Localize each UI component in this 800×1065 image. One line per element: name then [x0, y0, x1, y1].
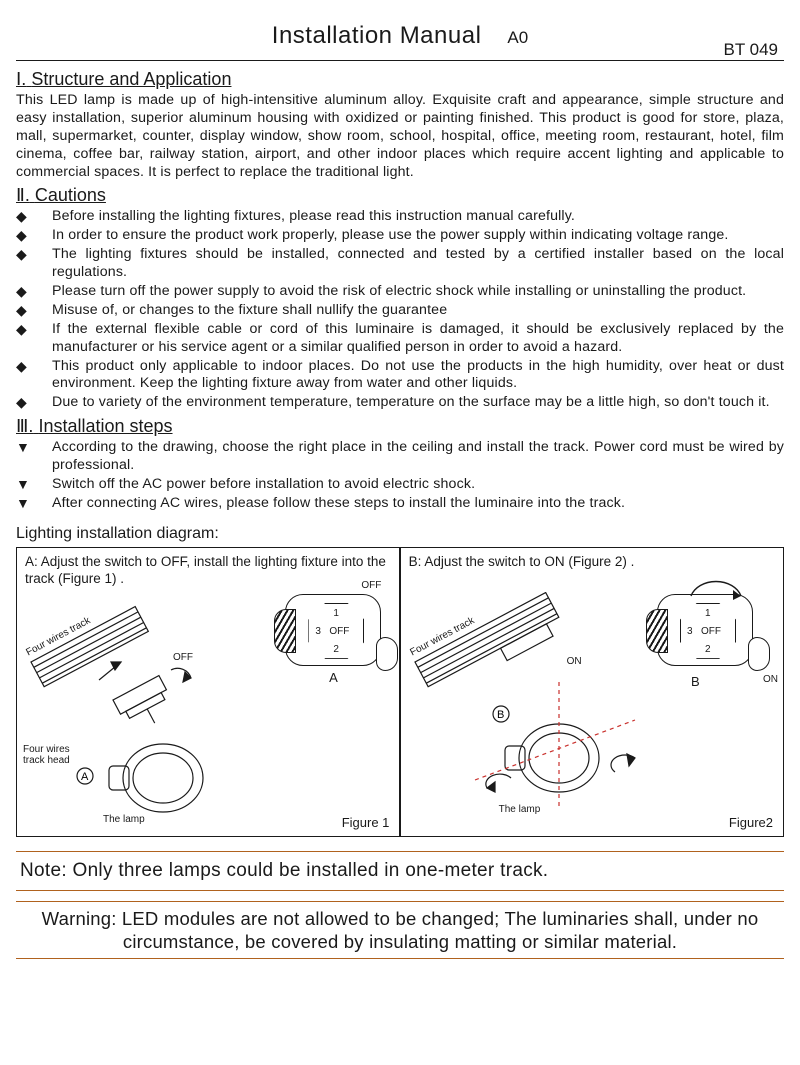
- item-text: This product only applicable to indoor p…: [52, 358, 784, 394]
- lamp-sketch-b: B: [405, 592, 675, 822]
- list-item: ▼After connecting AC wires, please follo…: [16, 495, 784, 513]
- note-box: Note: Only three lamps could be installe…: [16, 851, 784, 891]
- switch-lobe-right: [748, 637, 770, 671]
- circ-b-letter: B: [497, 709, 504, 721]
- list-item: ◆If the external flexible cable or cord …: [16, 321, 784, 357]
- dial-pos-off: OFF: [701, 626, 721, 637]
- diagram-heading: Lighting installation diagram:: [16, 525, 784, 543]
- switch-dial: 1 3 OFF 2: [680, 603, 736, 659]
- list-item: ◆Misuse of, or changes to the fixture sh…: [16, 302, 784, 320]
- dial-pos-1: 1: [705, 608, 711, 619]
- diamond-icon: ◆: [16, 302, 52, 320]
- section3-title: Ⅲ. Installation steps: [16, 416, 784, 437]
- dial-pos-3: 3: [315, 626, 321, 637]
- lamp-label-a: The lamp: [103, 814, 145, 825]
- triangle-down-icon: ▼: [16, 439, 52, 475]
- section1-title: Ⅰ. Structure and Application: [16, 69, 784, 90]
- diagram-frame: A: Adjust the switch to OFF, install the…: [16, 547, 784, 837]
- on-arrow-label: ON: [567, 656, 582, 667]
- warning-box: Warning: LED modules are not allowed to …: [16, 901, 784, 959]
- doc-revision: A0: [507, 28, 528, 48]
- switch-lobe-right: [376, 637, 398, 671]
- diamond-icon: ◆: [16, 283, 52, 301]
- item-text: If the external flexible cable or cord o…: [52, 321, 784, 357]
- diagram-panel-a: A: Adjust the switch to OFF, install the…: [17, 548, 399, 836]
- header: Installation Manual A0 BT 049: [16, 22, 784, 50]
- item-text: Misuse of, or changes to the fixture sha…: [52, 302, 784, 320]
- panel-b-caption: B: Adjust the switch to ON (Figure 2) .: [409, 554, 775, 571]
- diamond-icon: ◆: [16, 321, 52, 357]
- section1-title-text: Structure and Application: [31, 69, 231, 89]
- figure2-label: Figure2: [729, 815, 773, 830]
- doc-title: Installation Manual: [272, 22, 482, 50]
- section2-numeral: Ⅱ.: [16, 185, 30, 205]
- switch-dial: 1 3 OFF 2: [308, 603, 364, 659]
- item-text: Please turn off the power supply to avoi…: [52, 283, 784, 301]
- figure1-label: Figure 1: [342, 815, 390, 830]
- item-text: After connecting AC wires, please follow…: [52, 495, 784, 513]
- item-text: Due to variety of the environment temper…: [52, 394, 784, 412]
- panel-a-caption: A: Adjust the switch to OFF, install the…: [25, 554, 391, 588]
- doc-model: BT 049: [723, 40, 778, 60]
- item-text: Switch off the AC power before installat…: [52, 476, 784, 494]
- section3-title-text: Installation steps: [38, 416, 172, 436]
- triangle-down-icon: ▼: [16, 476, 52, 494]
- switch-letter-b: B: [691, 674, 700, 689]
- dial-pos-1: 1: [333, 608, 339, 619]
- dial-pos-off: OFF: [329, 626, 349, 637]
- item-text: The lighting fixtures should be installe…: [52, 246, 784, 282]
- item-text: In order to ensure the product work prop…: [52, 227, 784, 245]
- dial-pos-2: 2: [705, 644, 711, 655]
- section3-numeral: Ⅲ.: [16, 416, 33, 436]
- list-item: ◆Before installing the lighting fixtures…: [16, 208, 784, 226]
- list-item: ◆In order to ensure the product work pro…: [16, 227, 784, 245]
- off-arrow-label: OFF: [173, 652, 193, 663]
- switch-diagram-a: OFF 1 3 OFF 2 A: [285, 594, 381, 685]
- item-text: According to the drawing, choose the rig…: [52, 439, 784, 475]
- list-item: ▼According to the drawing, choose the ri…: [16, 439, 784, 475]
- diamond-icon: ◆: [16, 227, 52, 245]
- switch-body: 1 3 OFF 2: [285, 594, 381, 666]
- section2-title-text: Cautions: [35, 185, 106, 205]
- list-item: ◆Please turn off the power supply to avo…: [16, 283, 784, 301]
- off-label: OFF: [361, 580, 381, 591]
- diamond-icon: ◆: [16, 208, 52, 226]
- rotation-arrow-icon: [687, 572, 747, 602]
- list-item: ◆The lighting fixtures should be install…: [16, 246, 784, 282]
- diagram-panel-b: B: Adjust the switch to ON (Figure 2) . …: [401, 548, 783, 836]
- head-label-a: Four wires track head: [23, 744, 71, 766]
- list-item: ◆Due to variety of the environment tempe…: [16, 394, 784, 412]
- section1-body: This LED lamp is made up of high-intensi…: [16, 92, 784, 181]
- item-text: Before installing the lighting fixtures,…: [52, 208, 784, 226]
- header-rule: [16, 60, 784, 61]
- section2-title: Ⅱ. Cautions: [16, 185, 784, 206]
- dial-pos-2: 2: [333, 644, 339, 655]
- cautions-list: ◆Before installing the lighting fixtures…: [16, 208, 784, 412]
- lamp-sketch-a: A: [21, 592, 281, 822]
- list-item: ▼Switch off the AC power before installa…: [16, 476, 784, 494]
- install-steps-list: ▼According to the drawing, choose the ri…: [16, 439, 784, 513]
- lamp-label-b: The lamp: [499, 804, 541, 815]
- switch-letter-a: A: [285, 670, 381, 685]
- triangle-down-icon: ▼: [16, 495, 52, 513]
- on-label-b: ON: [763, 674, 778, 685]
- circ-a-letter: A: [81, 771, 89, 783]
- dial-pos-3: 3: [687, 626, 693, 637]
- list-item: ◆This product only applicable to indoor …: [16, 358, 784, 394]
- section1-numeral: Ⅰ.: [16, 69, 26, 89]
- diamond-icon: ◆: [16, 246, 52, 282]
- diamond-icon: ◆: [16, 358, 52, 394]
- diamond-icon: ◆: [16, 394, 52, 412]
